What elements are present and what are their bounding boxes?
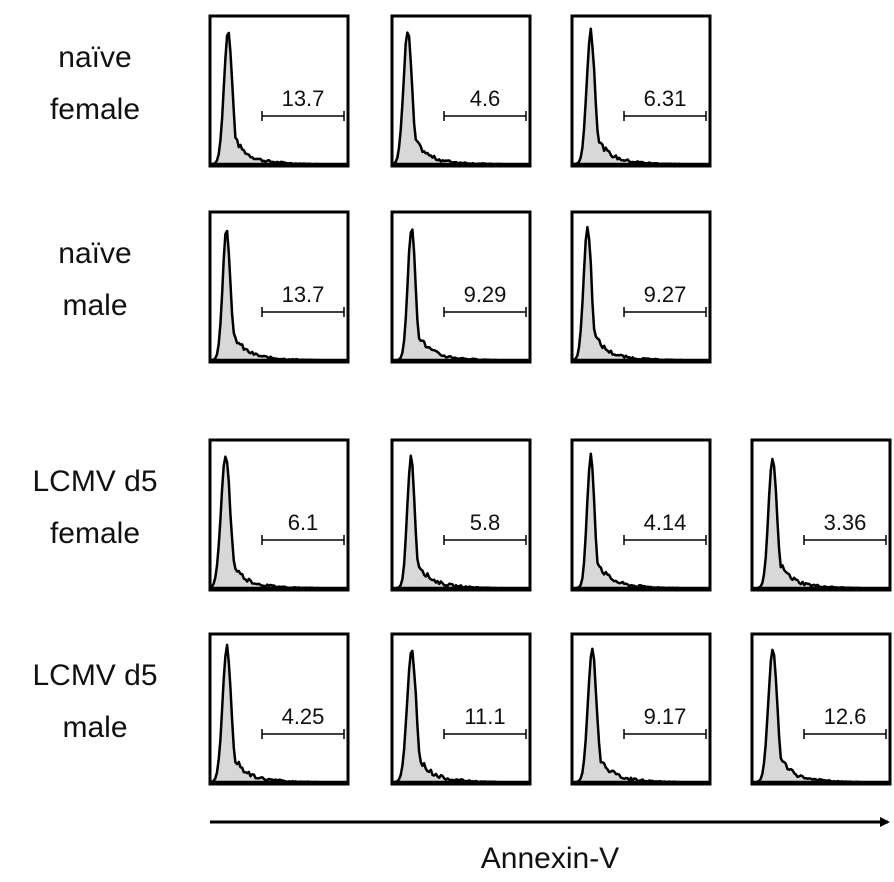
panel-frame xyxy=(208,632,350,786)
gate-label: 13.7 xyxy=(282,86,325,111)
histogram xyxy=(570,452,712,590)
panel-frame xyxy=(570,438,712,592)
histogram xyxy=(750,648,892,784)
row-label: female xyxy=(50,93,140,126)
histogram xyxy=(208,643,350,784)
row-label: LCMV d5 xyxy=(32,659,157,692)
panel-frame xyxy=(750,438,892,592)
gate-label: 6.31 xyxy=(644,86,687,111)
gate-label: 4.25 xyxy=(282,704,325,729)
panel-frame xyxy=(570,210,712,364)
gate-label: 5.8 xyxy=(470,510,501,535)
histogram xyxy=(390,31,532,166)
gate-label: 9.17 xyxy=(644,704,687,729)
histogram xyxy=(208,31,350,166)
panel-frame xyxy=(390,14,532,168)
panel-frame xyxy=(208,210,350,364)
gate-label: 4.6 xyxy=(470,86,501,111)
histogram xyxy=(390,454,532,590)
row-label: naïve xyxy=(58,237,131,270)
panel-frame xyxy=(570,632,712,786)
panel-frame xyxy=(208,14,350,168)
row-label: male xyxy=(62,711,127,744)
histogram xyxy=(208,455,350,590)
panel-frame xyxy=(390,210,532,364)
histogram xyxy=(570,647,712,784)
gate-label: 11.1 xyxy=(464,704,505,729)
axis-label: Annexin-V xyxy=(481,842,619,875)
gate-label: 3.36 xyxy=(824,510,867,535)
row-label: LCMV d5 xyxy=(32,465,157,498)
panel-frame xyxy=(390,632,532,786)
histogram xyxy=(208,229,350,362)
histogram xyxy=(570,225,712,362)
gate-label: 6.1 xyxy=(288,510,319,535)
histogram xyxy=(390,228,532,362)
gate-label: 9.27 xyxy=(644,282,687,307)
gate-label: 9.29 xyxy=(464,282,507,307)
gate-label: 13.7 xyxy=(282,282,325,307)
row-label: female xyxy=(50,517,140,550)
panel-frame xyxy=(750,632,892,786)
panel-frame xyxy=(570,14,712,168)
panel-frame xyxy=(390,438,532,592)
row-label: naïve xyxy=(58,41,131,74)
panel-frame xyxy=(208,438,350,592)
gate-label: 12.6 xyxy=(824,704,867,729)
histogram xyxy=(390,649,532,784)
histogram xyxy=(750,457,892,590)
histogram xyxy=(570,27,712,166)
gate-label: 4.14 xyxy=(644,510,687,535)
row-label: male xyxy=(62,289,127,322)
